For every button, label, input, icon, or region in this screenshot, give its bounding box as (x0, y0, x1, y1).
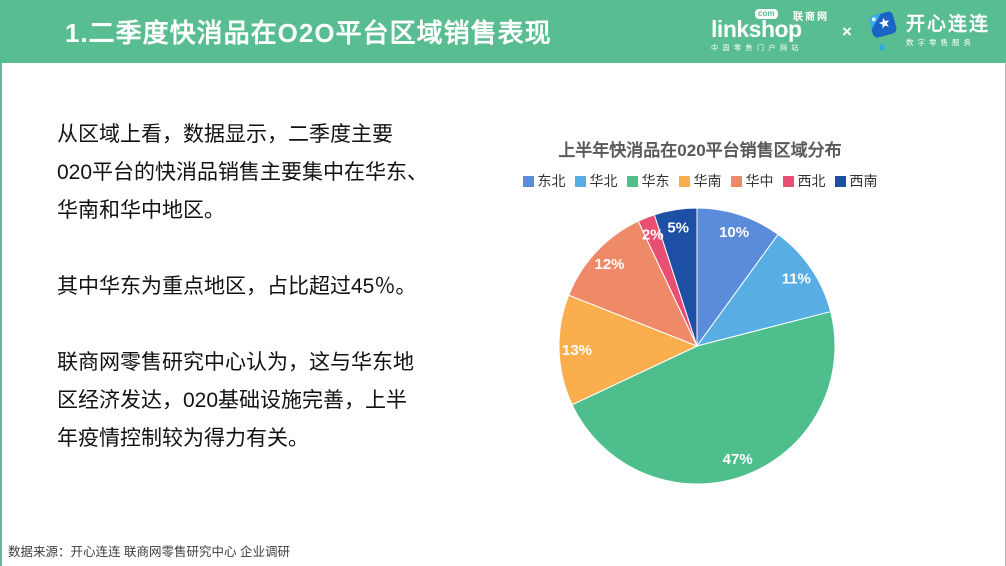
legend-swatch (834, 175, 846, 187)
paragraph-3: 联商网零售研究中心认为，这与华东地 区经济发达，020基础设施完善，上半 年疫情… (57, 351, 414, 450)
pie-slice-3 (571, 311, 836, 485)
linkshop-logo: com 联商网 linkshop 中国零售门户网站 (711, 9, 830, 53)
kaixin-tag-icon (865, 8, 899, 56)
legend-label: 西南 (849, 173, 878, 189)
linkshop-com-badge: com (755, 9, 778, 19)
kaixin-name: 开心连连 (905, 13, 990, 35)
pie-slice-2 (695, 233, 832, 347)
legend-item-1: 东北 (522, 171, 566, 191)
legend-label: 华北 (589, 173, 618, 189)
legend-item-2: 华北 (574, 171, 618, 191)
legend-swatch (574, 175, 586, 187)
slide-header: 1.二季度快消品在O2O平台区域销售表现 com 联商网 linkshop 中国… (0, 0, 1006, 63)
pie-slice-label-5: 12% (594, 256, 624, 273)
pie-slice-4 (558, 294, 699, 406)
logo-separator: × (842, 21, 852, 41)
paragraph-2: 其中华东为重点地区，占比超过45％。 (57, 275, 417, 298)
linkshop-tagline: 中国零售门户网站 (711, 45, 804, 52)
left-edge-strip (0, 0, 2, 566)
legend-swatch (730, 175, 742, 187)
footer-source: 数据来源：开心连连 联商网零售研究中心 企业调研 (8, 545, 290, 559)
linkshop-cn-name: 联商网 (793, 12, 830, 23)
pie-slice-label-3: 47% (723, 451, 753, 468)
page-title: 1.二季度快消品在O2O平台区域销售表现 (65, 18, 552, 48)
pie-slice-label-4: 13% (562, 342, 592, 359)
header-logos: com 联商网 linkshop 中国零售门户网站 × 开心连连 (711, 0, 990, 63)
kaixin-logo: 开心连连 数字零售服务 (865, 8, 990, 56)
legend-label: 华东 (641, 173, 670, 189)
pie-chart: 10% 11% 47% 13% 12% 2% 5% (558, 207, 836, 485)
kaixin-tagline: 数字零售服务 (905, 38, 975, 48)
legend-swatch (626, 175, 638, 187)
legend-label: 华南 (693, 173, 722, 189)
legend-label: 华中 (745, 173, 774, 189)
pie-slice-7 (653, 207, 698, 347)
chart-title: 上半年快消品在020平台销售区域分布 (558, 141, 842, 160)
pie-slice-label-2: 11% (782, 271, 811, 288)
legend-swatch (782, 175, 794, 187)
analysis-text: 从区域上看，数据显示，二季度主要 020平台的快消品销售主要集中在华东、 华南和… (57, 116, 457, 458)
legend-item-7: 西南 (834, 171, 878, 191)
legend-item-6: 西北 (782, 171, 826, 191)
legend-item-5: 华中 (730, 171, 774, 191)
legend-label: 西北 (797, 173, 826, 189)
kaixin-text: 开心连连 数字零售服务 (905, 13, 990, 49)
pie-slice-5 (568, 220, 698, 347)
legend-item-3: 华东 (626, 171, 670, 191)
pie-slice-1 (696, 207, 779, 348)
legend-swatch (522, 175, 534, 187)
paragraph-1: 从区域上看，数据显示，二季度主要 020平台的快消品销售主要集中在华东、 华南和… (57, 123, 429, 222)
pie-slice-label-1: 10% (719, 224, 749, 241)
legend-item-4: 华南 (678, 171, 722, 191)
legend-label: 东北 (537, 173, 566, 189)
legend-swatch (678, 175, 690, 187)
pie-slice-label-7: 5% (667, 219, 689, 236)
chart-legend: 东北 华北 华东 华南 华中 西北 西南 (500, 171, 900, 191)
linkshop-wordmark: linkshop (711, 16, 802, 42)
pie-slice-label-6: 2% (642, 226, 664, 243)
